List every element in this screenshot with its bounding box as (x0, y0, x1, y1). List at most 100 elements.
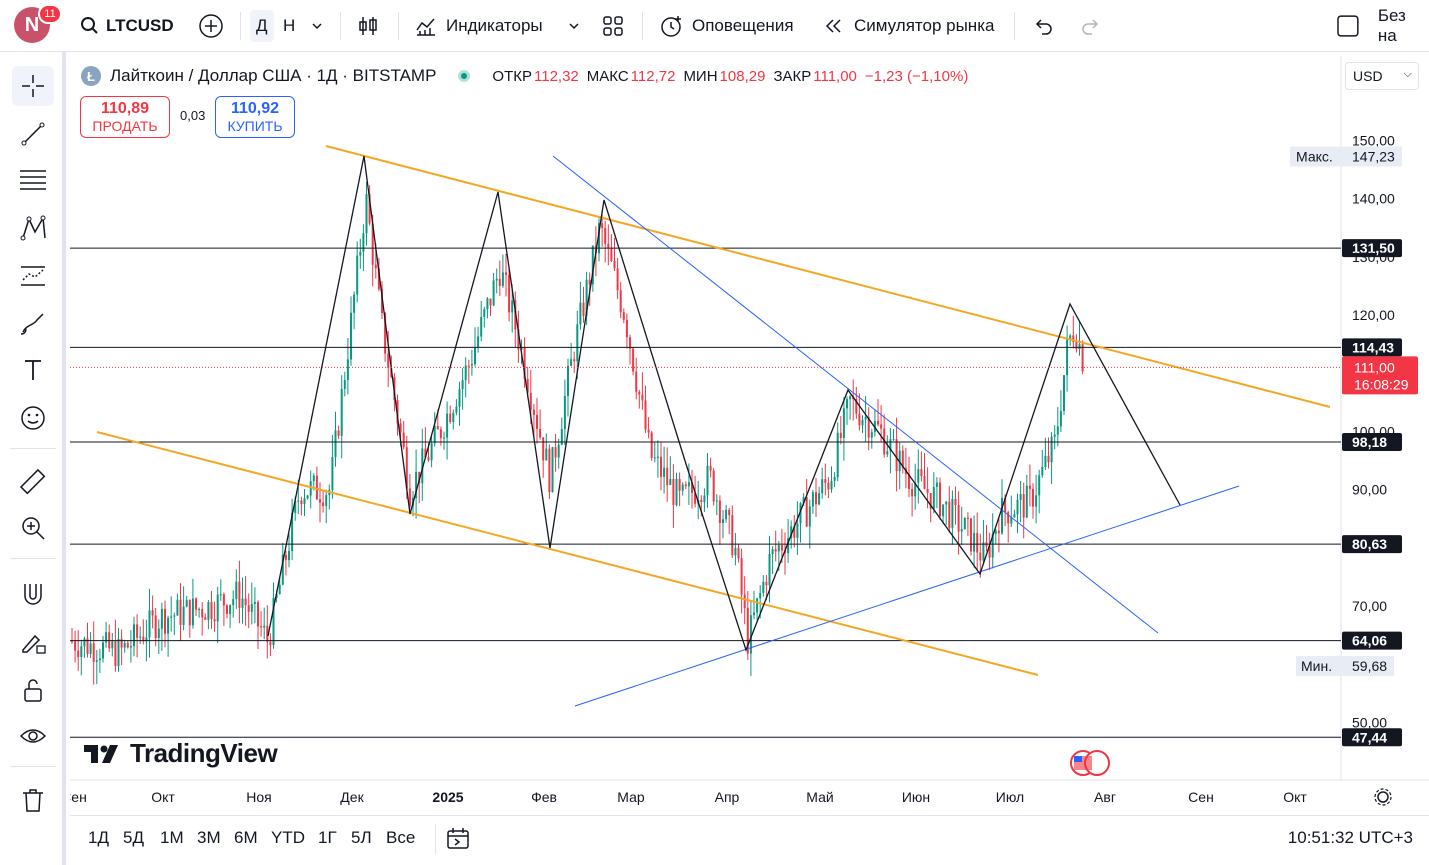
bottom-toolbar: 1Д 5Д 1М 3М 6М YTD 1Г 5Л Все 10:51:32 UT… (70, 815, 1429, 865)
candle-body (272, 597, 275, 646)
candle-body (284, 554, 287, 561)
channel-lower-line[interactable] (96, 431, 1039, 676)
candle-body (576, 324, 579, 362)
text-tool[interactable] (12, 350, 54, 390)
interval-dropdown[interactable] (310, 10, 324, 42)
candle-body (815, 492, 817, 505)
square-icon (1337, 15, 1359, 37)
trend-line-ascending[interactable] (574, 485, 1240, 707)
candle-body (89, 643, 92, 654)
indicators-button[interactable]: Индикаторы (414, 10, 543, 42)
candle-body (297, 500, 300, 502)
range-all[interactable]: Все (386, 828, 416, 847)
visibility-tool[interactable] (12, 716, 54, 756)
candle-body (281, 554, 284, 585)
channel-upper-line[interactable] (325, 145, 1331, 408)
prediction-tool[interactable] (12, 256, 54, 296)
level-price-label: 114,43 (1352, 339, 1394, 355)
brush-tool[interactable] (12, 304, 54, 344)
lock-tool[interactable] (12, 670, 54, 710)
replay-button[interactable]: Симулятор рынка (822, 10, 994, 42)
market-status-dot[interactable] (458, 70, 471, 82)
brand-name: TradingView (130, 738, 278, 768)
candle-body (687, 482, 690, 487)
candle-body (443, 437, 445, 439)
candle-body (95, 660, 98, 662)
candle-body (802, 497, 805, 503)
candle-body (756, 598, 759, 613)
drawings-layer (96, 145, 1331, 707)
interval-hour-button[interactable]: Н (283, 10, 295, 42)
toolbar-divider (10, 558, 56, 559)
candle-body (700, 499, 703, 503)
chart-type-button[interactable] (356, 10, 380, 42)
candle-body (932, 486, 935, 509)
candle-body (151, 610, 154, 616)
candle-body (374, 264, 377, 269)
date-range-button[interactable] (445, 826, 471, 857)
time-axis: Сен Окт Ноя Дек 2025 Фев Мар Апр Май Июн Июл Авг Сен… (70, 789, 1307, 805)
pattern-tool[interactable] (12, 208, 54, 248)
level-price-tag (1342, 631, 1402, 650)
sell-button[interactable]: 110,89 ПРОДАТЬ (80, 96, 170, 138)
range-5d[interactable]: 5Д (123, 828, 144, 847)
interval-day-button[interactable]: Д (250, 10, 274, 42)
candle-body (1050, 436, 1053, 463)
compare-button[interactable] (198, 10, 224, 42)
candle-body (582, 302, 585, 316)
candle-body (117, 638, 120, 667)
indicators-dropdown[interactable] (567, 10, 581, 42)
range-5y[interactable]: 5Л (351, 828, 372, 847)
candle-body (436, 426, 439, 430)
candle-body (222, 594, 225, 606)
symbol-search-button[interactable]: LTCUSD (80, 10, 174, 42)
zigzag-pattern-line[interactable] (267, 155, 1181, 652)
candle-body (80, 646, 83, 658)
candle-body (607, 243, 610, 248)
candle-body (495, 278, 498, 281)
lock-drawing-tool[interactable] (12, 622, 54, 662)
magnet-tool[interactable] (12, 574, 54, 614)
range-1y[interactable]: 1Г (318, 828, 337, 847)
candle-body (824, 479, 827, 483)
axis-settings-icon[interactable] (1374, 788, 1392, 806)
layout-name-button[interactable]: Без на (1336, 6, 1429, 45)
redo-button[interactable] (1080, 10, 1102, 42)
candle-body (1041, 466, 1044, 476)
plus-circle-icon (199, 14, 223, 38)
range-6m[interactable]: 6М (234, 828, 258, 847)
range-ytd[interactable]: YTD (271, 828, 305, 847)
zoom-tool[interactable] (12, 508, 54, 548)
candle-body (1001, 497, 1003, 534)
lock-open-icon (24, 679, 42, 702)
time-tick-label: Май (806, 789, 833, 805)
economic-events-icon[interactable] (1070, 750, 1110, 776)
emoji-tool[interactable] (12, 398, 54, 438)
fib-tool[interactable] (12, 160, 54, 200)
symbol-legend: Ł Лайткоин / Доллар США · 1Д · BITSTAMP … (80, 62, 968, 90)
candle-body (1038, 475, 1041, 496)
candle-body (870, 432, 873, 438)
trendline-tool[interactable] (12, 114, 54, 154)
range-1d[interactable]: 1Д (88, 828, 109, 847)
candle-body (718, 500, 721, 523)
candle-body (691, 482, 693, 493)
timezone-clock[interactable]: 10:51:32 UTC+3 (1287, 828, 1413, 847)
candle-body (139, 636, 142, 638)
delete-tool[interactable] (12, 780, 54, 820)
trend-line-descending[interactable] (552, 155, 1159, 634)
range-3m[interactable]: 3М (197, 828, 221, 847)
ruler-tool[interactable] (12, 462, 54, 502)
candle-body (542, 437, 545, 461)
layouts-button[interactable] (601, 10, 625, 42)
candle-body (136, 624, 139, 638)
range-1m[interactable]: 1М (160, 828, 184, 847)
currency-select[interactable]: USD ⌵ (1345, 62, 1419, 90)
crosshair-tool[interactable] (12, 66, 54, 106)
alerts-button[interactable]: Оповещения (658, 10, 794, 42)
candle-body (340, 388, 343, 436)
tradingview-mark-icon (84, 744, 118, 763)
undo-button[interactable] (1032, 10, 1054, 42)
buy-button[interactable]: 110,92 КУПИТЬ (215, 96, 295, 138)
